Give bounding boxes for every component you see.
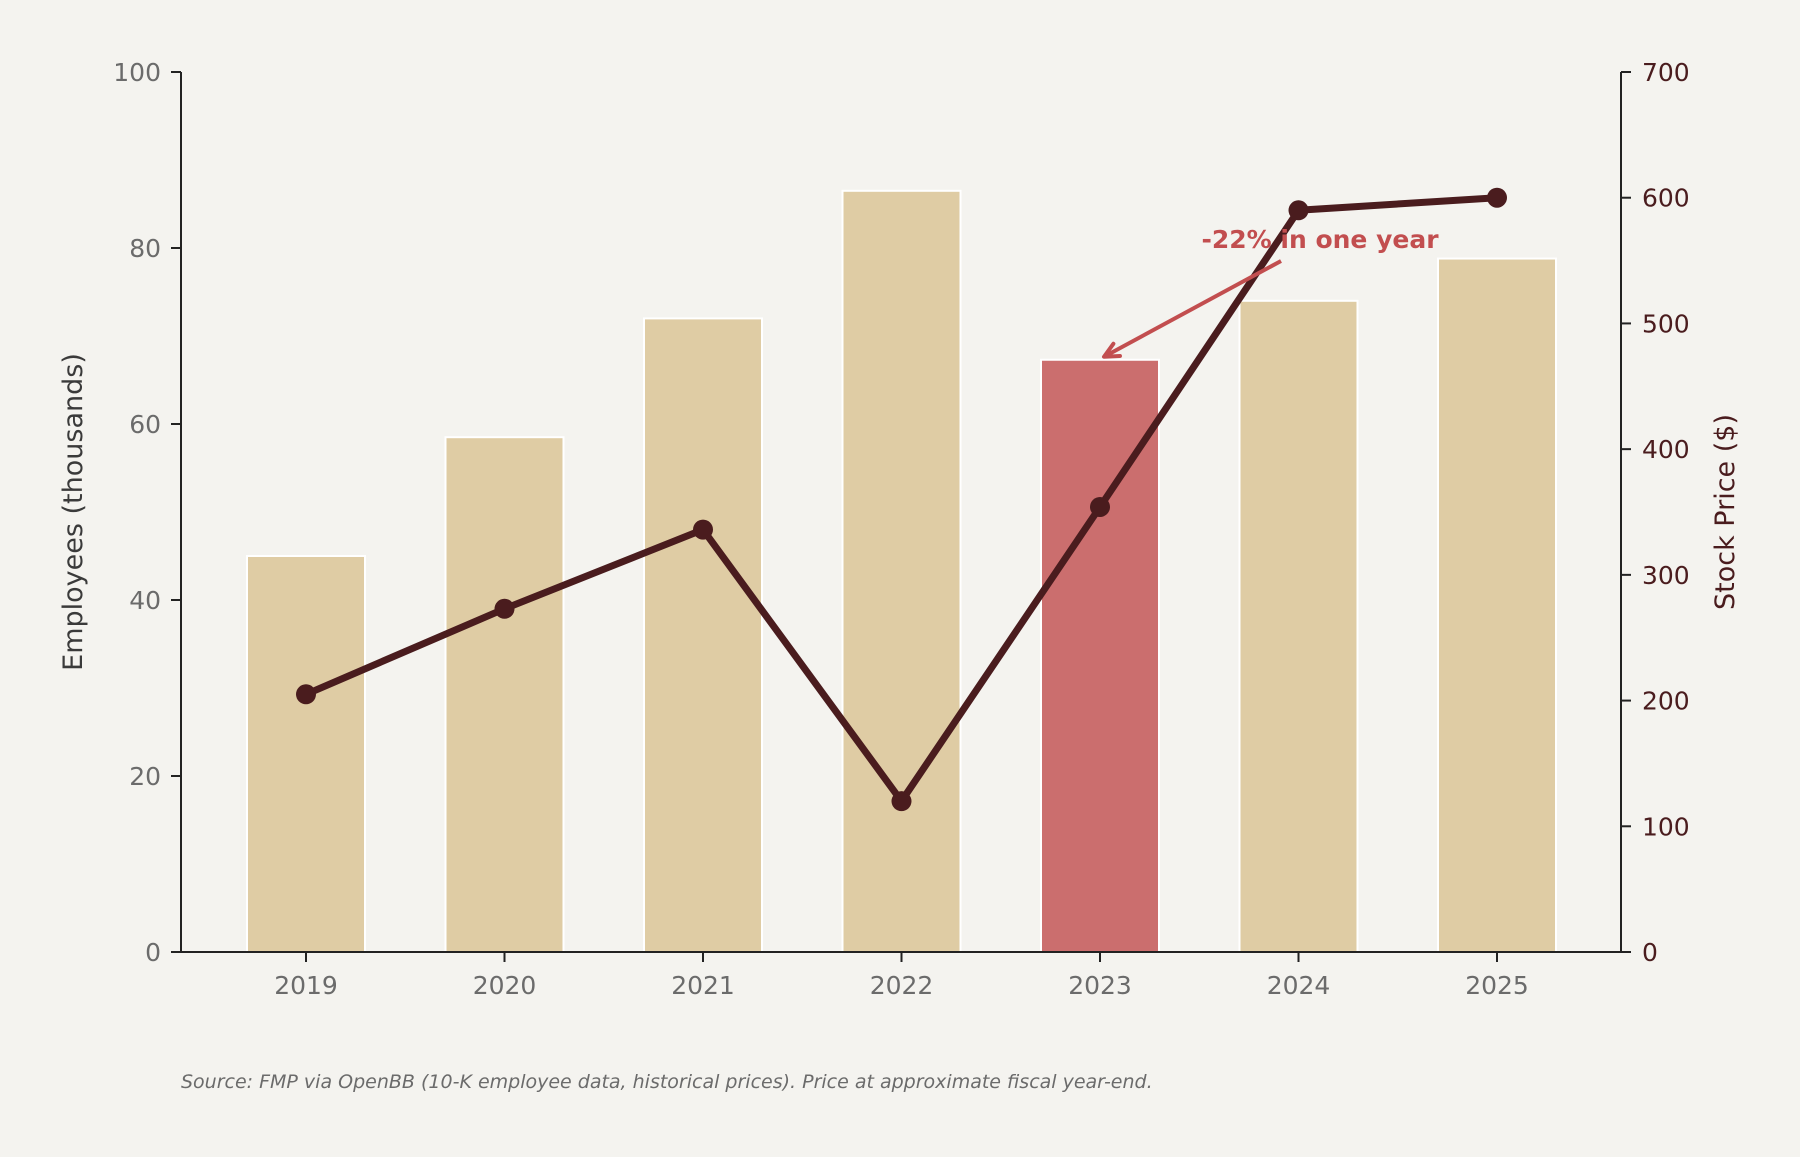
left-axis-label: Employees (thousands) [58, 353, 89, 671]
x-tick-label: 2023 [1068, 971, 1132, 1000]
annotation-arrow [1103, 259, 1282, 359]
price-point-2024 [1288, 200, 1309, 221]
bar-2023 [1040, 358, 1160, 953]
x-tick-label: 2021 [671, 971, 735, 1000]
bar-2020 [444, 436, 565, 953]
bar-2019 [246, 555, 366, 953]
left-tick-label: 20 [129, 762, 161, 791]
right-tick-label: 100 [1642, 812, 1690, 841]
price-point-2021 [693, 519, 713, 540]
right-tick-label: 200 [1642, 687, 1690, 716]
right-axis-label: Stock Price ($) [1710, 414, 1741, 610]
left-tick-label: 0 [145, 938, 161, 967]
right-tick-labels: 0 100 200 300 400 500 600 700 [1621, 58, 1690, 967]
right-tick-label: 300 [1642, 561, 1690, 590]
price-point-2023 [1090, 496, 1110, 517]
price-point-2022 [891, 791, 912, 812]
price-point-2025 [1487, 187, 1507, 208]
annotation-arrow-head [1102, 341, 1122, 359]
x-tick-labels: 2019 2020 2021 2022 2023 2024 2025 [274, 952, 1529, 1000]
left-tick-label: 80 [129, 234, 161, 263]
right-tick-label: 700 [1642, 58, 1690, 87]
left-tick-label: 40 [129, 586, 161, 615]
bar-2022 [841, 189, 962, 954]
bar-2024 [1238, 299, 1359, 953]
right-tick-label: 0 [1642, 938, 1658, 967]
right-tick-label: 600 [1642, 184, 1690, 213]
bars-layer [246, 189, 1557, 954]
annotation-label: -22% in one year [1201, 225, 1439, 254]
x-tick-label: 2020 [473, 971, 537, 1000]
source-note: Source: FMP via OpenBB (10-K employee da… [181, 1071, 1153, 1093]
right-tick-label: 400 [1642, 435, 1690, 464]
x-tick-label: 2022 [870, 971, 934, 1000]
x-tick-label: 2024 [1267, 971, 1331, 1000]
left-tick-label: 60 [129, 410, 161, 439]
x-tick-label: 2025 [1465, 971, 1529, 1000]
right-tick-label: 500 [1642, 309, 1690, 338]
left-tick-labels: 0 20 40 60 80 100 [113, 58, 181, 967]
line-layer [296, 187, 1507, 812]
bar-2025 [1437, 257, 1557, 953]
price-point-2019 [296, 684, 316, 705]
left-tick-label: 100 [113, 58, 161, 87]
annotation-layer: -22% in one year [1102, 225, 1439, 359]
bar-2021 [643, 317, 763, 953]
x-tick-label: 2019 [274, 971, 338, 1000]
price-point-2020 [494, 598, 515, 619]
